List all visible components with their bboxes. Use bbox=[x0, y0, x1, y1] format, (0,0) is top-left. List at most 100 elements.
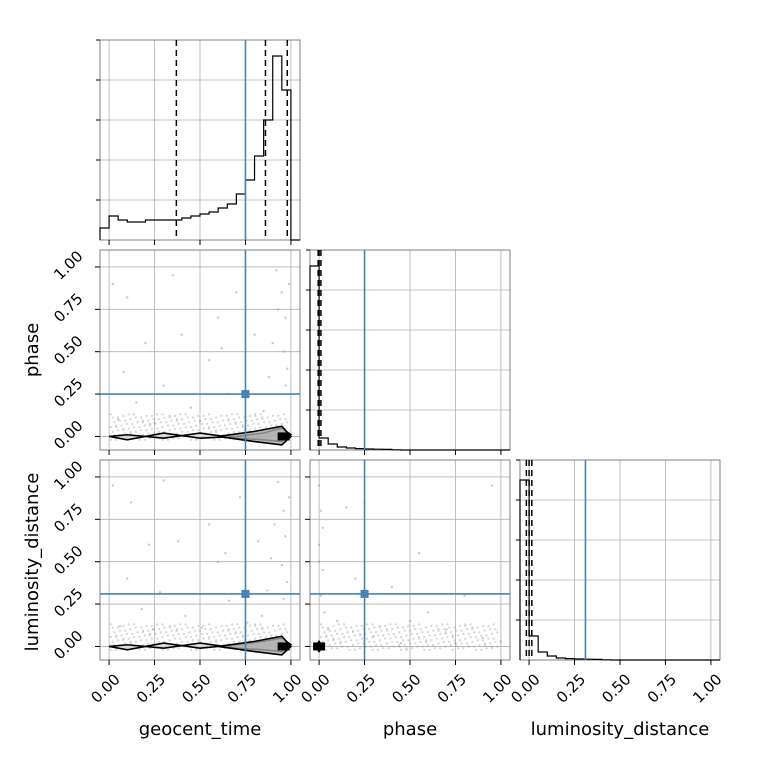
sample-point bbox=[337, 623, 340, 626]
sample-point bbox=[140, 416, 143, 419]
sample-point bbox=[179, 413, 182, 416]
sample-point bbox=[448, 640, 451, 643]
y-tick-label: 0.25 bbox=[50, 584, 86, 620]
sample-point bbox=[122, 637, 125, 640]
sample-point bbox=[127, 623, 130, 626]
hist-panel-luminosity-distance: 0.00 0.25 0.50 0.75 1.00 bbox=[507, 459, 726, 707]
sample-point bbox=[355, 639, 358, 642]
sample-point bbox=[158, 591, 162, 594]
sample-point bbox=[220, 429, 223, 432]
sample-point bbox=[147, 419, 150, 422]
sample-point bbox=[323, 631, 326, 634]
sample-point bbox=[200, 632, 203, 635]
sample-point bbox=[111, 416, 114, 419]
sample-point bbox=[455, 643, 458, 647]
sample-point bbox=[341, 645, 344, 648]
sample-point bbox=[437, 642, 440, 645]
sample-point bbox=[125, 632, 129, 635]
sample-point bbox=[161, 425, 164, 429]
sample-point bbox=[209, 640, 212, 643]
sample-point bbox=[177, 437, 180, 440]
sample-point bbox=[161, 438, 164, 441]
sample-point bbox=[156, 623, 159, 626]
sample-point bbox=[471, 627, 474, 631]
sample-point bbox=[263, 421, 266, 424]
sample-point bbox=[378, 639, 381, 642]
sample-point bbox=[241, 425, 244, 429]
sample-point bbox=[236, 413, 239, 416]
sample-point bbox=[202, 427, 205, 430]
sample-point bbox=[115, 634, 118, 637]
sample-point bbox=[417, 623, 421, 626]
sample-point bbox=[225, 427, 228, 430]
sample-point bbox=[426, 643, 429, 647]
sample-point bbox=[234, 631, 237, 634]
sample-point bbox=[321, 568, 324, 572]
sample-point bbox=[367, 640, 371, 643]
sample-point bbox=[408, 619, 412, 623]
sample-point bbox=[131, 632, 134, 635]
sample-point bbox=[426, 631, 429, 634]
sample-point bbox=[487, 624, 490, 628]
sample-point bbox=[111, 626, 114, 629]
sample-point bbox=[238, 496, 242, 499]
histogram-step bbox=[519, 479, 720, 661]
x-tick-label: 0.25 bbox=[553, 670, 589, 706]
sample-point bbox=[483, 643, 486, 647]
sample-point bbox=[134, 640, 137, 643]
sample-point bbox=[341, 632, 344, 635]
sample-point bbox=[254, 414, 257, 418]
sample-point bbox=[273, 419, 276, 422]
sample-point bbox=[481, 639, 485, 642]
sample-point bbox=[332, 624, 335, 628]
sample-point bbox=[143, 634, 146, 637]
sample-point bbox=[138, 635, 141, 639]
sample-point bbox=[253, 333, 256, 336]
sample-point bbox=[134, 430, 137, 433]
scatter-panel-geocent-time-vs-phase: 0.00 0.25 0.50 0.75 1.00 bbox=[50, 247, 301, 455]
sample-point bbox=[282, 509, 285, 513]
sample-point bbox=[260, 614, 264, 618]
sample-point bbox=[342, 623, 346, 626]
sample-point bbox=[181, 430, 184, 433]
sample-point bbox=[270, 634, 273, 637]
sample-point bbox=[483, 642, 486, 645]
sample-point bbox=[257, 422, 260, 425]
sample-point bbox=[464, 624, 467, 628]
sample-point bbox=[145, 639, 148, 642]
sample-point bbox=[134, 626, 137, 629]
hist-panel-geocent-time bbox=[96, 39, 301, 245]
sample-point bbox=[154, 632, 157, 635]
sample-point bbox=[182, 422, 186, 425]
sample-point bbox=[179, 623, 182, 626]
sample-point bbox=[266, 416, 269, 419]
sample-point bbox=[382, 647, 385, 650]
sample-point bbox=[172, 647, 175, 650]
sample-point bbox=[216, 421, 219, 424]
sample-point bbox=[276, 480, 280, 484]
sample-point bbox=[423, 635, 426, 639]
sample-point bbox=[417, 635, 421, 639]
x-tick-label: 0.75 bbox=[224, 670, 260, 706]
sample-point bbox=[197, 429, 200, 432]
x-tick-label: 1.00 bbox=[689, 670, 725, 706]
sample-point bbox=[487, 637, 490, 640]
sample-point bbox=[211, 631, 214, 634]
sample-point bbox=[181, 640, 184, 643]
sample-point bbox=[353, 648, 356, 651]
sample-point bbox=[325, 634, 328, 637]
sample-point bbox=[224, 552, 227, 555]
sample-point bbox=[326, 628, 330, 631]
y-tick-label: 0.25 bbox=[50, 374, 86, 410]
sample-point bbox=[122, 639, 125, 642]
sample-point bbox=[138, 425, 141, 429]
sample-point bbox=[220, 347, 224, 350]
sample-point bbox=[132, 413, 136, 416]
sample-point bbox=[161, 413, 164, 416]
sample-point bbox=[375, 631, 378, 634]
sample-point bbox=[116, 429, 120, 432]
sample-point bbox=[391, 640, 394, 643]
sample-point bbox=[480, 634, 483, 637]
sample-point bbox=[334, 629, 337, 632]
sample-point bbox=[383, 637, 387, 640]
